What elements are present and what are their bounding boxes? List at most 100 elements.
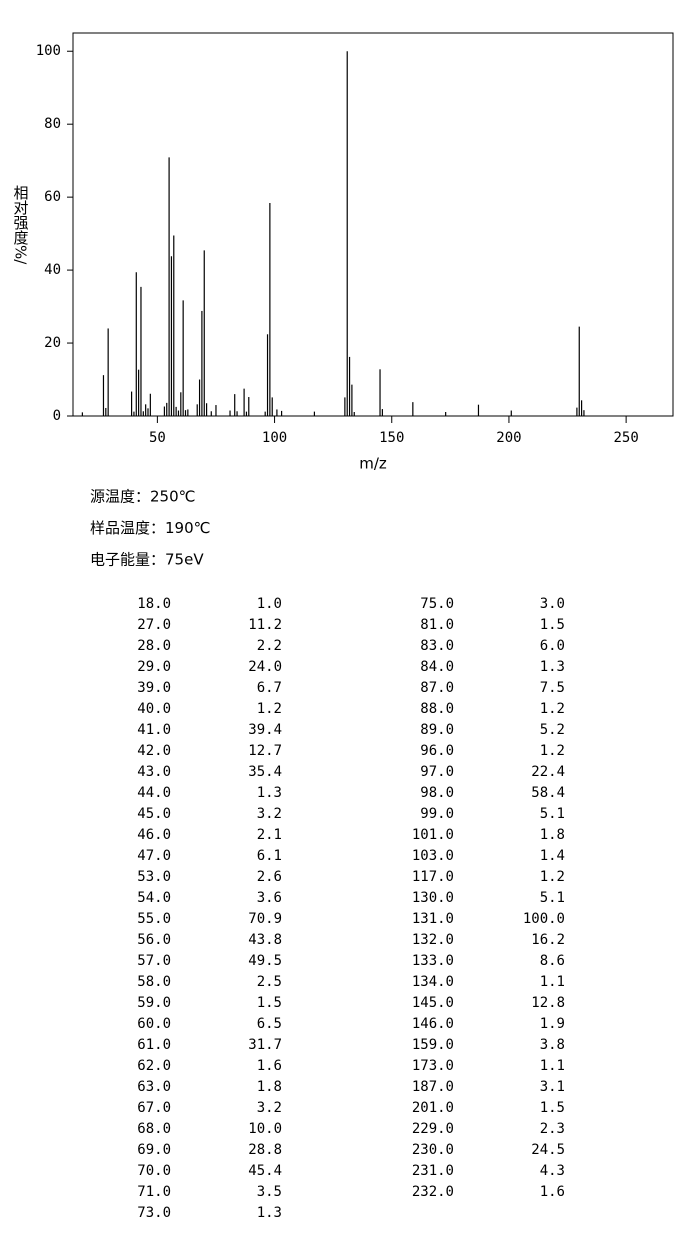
table-intensity: 2.3 (540, 1121, 565, 1137)
table-mz: 28.0 (137, 638, 171, 654)
table-intensity: 1.6 (257, 1058, 282, 1074)
table-mz: 101.0 (412, 827, 454, 843)
table-mz: 62.0 (137, 1058, 171, 1074)
table-intensity: 1.6 (540, 1184, 565, 1200)
condition: 电子能量：75eV (90, 551, 204, 569)
table-intensity: 28.8 (248, 1142, 282, 1158)
table-intensity: 3.1 (540, 1079, 565, 1095)
x-tick-label: 250 (613, 430, 638, 446)
table-intensity: 3.5 (257, 1184, 282, 1200)
x-tick-label: 200 (496, 430, 521, 446)
table-mz: 68.0 (137, 1121, 171, 1137)
table-mz: 67.0 (137, 1100, 171, 1116)
table-intensity: 12.7 (248, 743, 282, 759)
table-mz: 60.0 (137, 1016, 171, 1032)
table-intensity: 1.1 (540, 974, 565, 990)
table-mz: 232.0 (412, 1184, 454, 1200)
y-tick-label: 80 (44, 116, 61, 132)
table-intensity: 6.0 (540, 638, 565, 654)
table-intensity: 1.3 (257, 785, 282, 801)
table-mz: 84.0 (420, 659, 454, 675)
table-mz: 83.0 (420, 638, 454, 654)
condition: 源温度：250℃ (90, 488, 195, 506)
table-mz: 61.0 (137, 1037, 171, 1053)
table-intensity: 24.5 (531, 1142, 565, 1158)
table-mz: 134.0 (412, 974, 454, 990)
table-mz: 73.0 (137, 1205, 171, 1221)
table-mz: 54.0 (137, 890, 171, 906)
table-mz: 98.0 (420, 785, 454, 801)
table-mz: 43.0 (137, 764, 171, 780)
table-mz: 231.0 (412, 1163, 454, 1179)
table-mz: 41.0 (137, 722, 171, 738)
table-intensity: 16.2 (531, 932, 565, 948)
table-intensity: 3.6 (257, 890, 282, 906)
table-intensity: 1.3 (257, 1205, 282, 1221)
table-intensity: 12.8 (531, 995, 565, 1011)
y-axis-label: 相对强度%/ (12, 185, 30, 265)
table-mz: 45.0 (137, 806, 171, 822)
table-mz: 87.0 (420, 680, 454, 696)
table-intensity: 1.5 (540, 617, 565, 633)
table-intensity: 43.8 (248, 932, 282, 948)
table-intensity: 2.1 (257, 827, 282, 843)
x-tick-label: 100 (262, 430, 287, 446)
table-mz: 75.0 (420, 596, 454, 612)
plot-frame (72, 32, 674, 417)
table-intensity: 3.2 (257, 806, 282, 822)
table-intensity: 49.5 (248, 953, 282, 969)
table-mz: 81.0 (420, 617, 454, 633)
table-intensity: 3.0 (540, 596, 565, 612)
table-intensity: 1.2 (540, 869, 565, 885)
table-intensity: 39.4 (248, 722, 282, 738)
y-tick-label: 100 (36, 43, 61, 59)
table-mz: 47.0 (137, 848, 171, 864)
table-mz: 44.0 (137, 785, 171, 801)
table-mz: 230.0 (412, 1142, 454, 1158)
table-intensity: 7.5 (540, 680, 565, 696)
table-mz: 53.0 (137, 869, 171, 885)
table-mz: 130.0 (412, 890, 454, 906)
condition: 样品温度：190℃ (90, 519, 210, 537)
table-intensity: 58.4 (531, 785, 565, 801)
y-tick-label: 20 (44, 335, 61, 351)
table-intensity: 5.1 (540, 806, 565, 822)
table-mz: 201.0 (412, 1100, 454, 1116)
table-intensity: 22.4 (531, 764, 565, 780)
table-intensity: 1.2 (540, 701, 565, 717)
table-mz: 55.0 (137, 911, 171, 927)
table-mz: 57.0 (137, 953, 171, 969)
table-intensity: 3.8 (540, 1037, 565, 1053)
x-tick-label: 150 (379, 430, 404, 446)
table-intensity: 1.9 (540, 1016, 565, 1032)
table-intensity: 1.3 (540, 659, 565, 675)
table-mz: 56.0 (137, 932, 171, 948)
table-mz: 103.0 (412, 848, 454, 864)
table-intensity: 10.0 (248, 1121, 282, 1137)
table-mz: 69.0 (137, 1142, 171, 1158)
table-intensity: 24.0 (248, 659, 282, 675)
table-mz: 132.0 (412, 932, 454, 948)
table-mz: 58.0 (137, 974, 171, 990)
table-mz: 27.0 (137, 617, 171, 633)
x-axis-label: m/z (359, 455, 387, 473)
table-mz: 229.0 (412, 1121, 454, 1137)
table-mz: 97.0 (420, 764, 454, 780)
table-mz: 59.0 (137, 995, 171, 1011)
table-mz: 39.0 (137, 680, 171, 696)
table-intensity: 5.2 (540, 722, 565, 738)
table-intensity: 3.2 (257, 1100, 282, 1116)
table-mz: 117.0 (412, 869, 454, 885)
table-intensity: 1.4 (540, 848, 565, 864)
table-mz: 159.0 (412, 1037, 454, 1053)
table-intensity: 1.8 (540, 827, 565, 843)
table-intensity: 6.7 (257, 680, 282, 696)
table-mz: 133.0 (412, 953, 454, 969)
table-intensity: 1.1 (540, 1058, 565, 1074)
table-mz: 99.0 (420, 806, 454, 822)
y-tick-label: 0 (53, 408, 61, 424)
table-intensity: 8.6 (540, 953, 565, 969)
table-mz: 146.0 (412, 1016, 454, 1032)
table-mz: 40.0 (137, 701, 171, 717)
